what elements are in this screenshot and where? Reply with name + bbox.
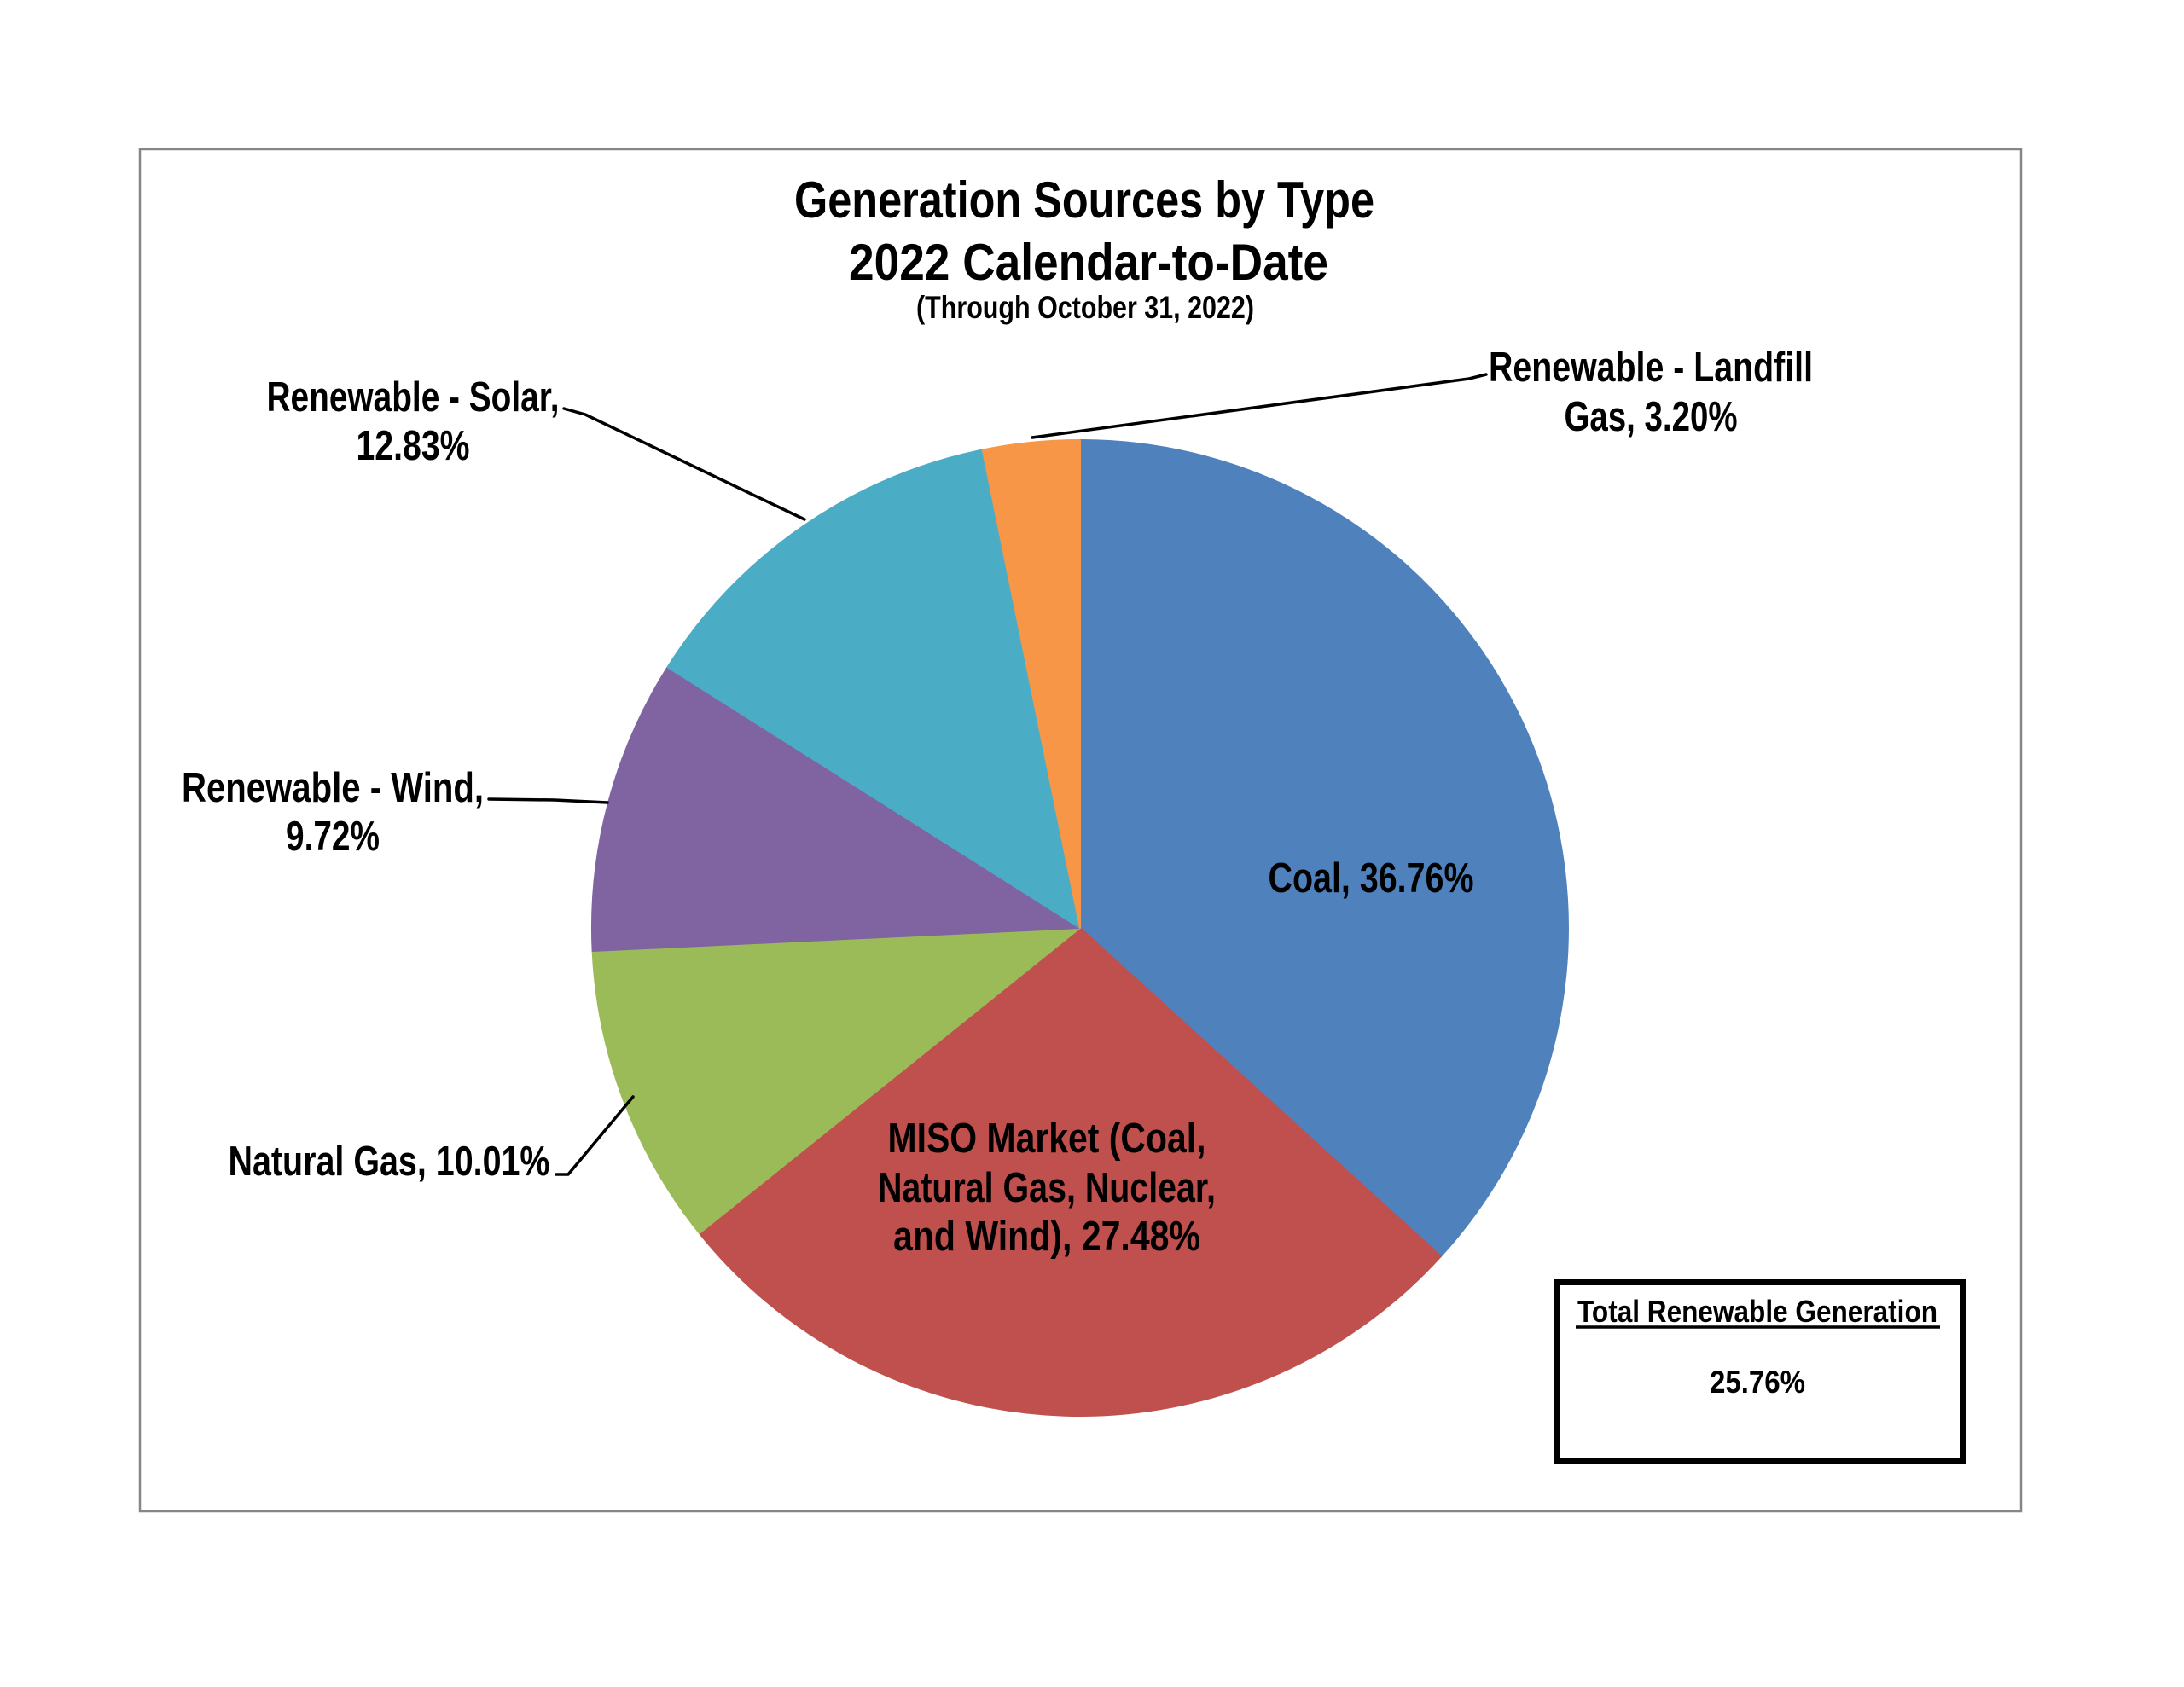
svg-text:(Through October 31, 2022): (Through October 31, 2022) — [916, 290, 1254, 325]
svg-text:Coal, 36.76%: Coal, 36.76% — [1269, 855, 1474, 901]
svg-text:Renewable - Wind,: Renewable - Wind, — [182, 765, 484, 811]
svg-text:Renewable - Landfill: Renewable - Landfill — [1489, 345, 1813, 391]
svg-text:MISO Market (Coal,: MISO Market (Coal, — [888, 1116, 1206, 1162]
svg-text:Gas, 3.20%: Gas, 3.20% — [1565, 394, 1738, 440]
svg-text:and Wind), 27.48%: and Wind), 27.48% — [893, 1214, 1200, 1260]
svg-text:Natural Gas, Nuclear,: Natural Gas, Nuclear, — [878, 1165, 1216, 1211]
svg-text:2022 Calendar-to-Date: 2022 Calendar-to-Date — [849, 234, 1328, 291]
svg-text:9.72%: 9.72% — [286, 814, 380, 860]
svg-text:Total Renewable Generation: Total Renewable Generation — [1577, 1294, 1937, 1329]
svg-text:Renewable - Solar,: Renewable - Solar, — [267, 374, 560, 420]
svg-text:12.83%: 12.83% — [357, 423, 470, 469]
svg-text:Generation Sources by Type: Generation Sources by Type — [794, 171, 1374, 229]
svg-text:Natural Gas, 10.01%: Natural Gas, 10.01% — [229, 1139, 550, 1185]
svg-text:25.76%: 25.76% — [1710, 1365, 1805, 1400]
